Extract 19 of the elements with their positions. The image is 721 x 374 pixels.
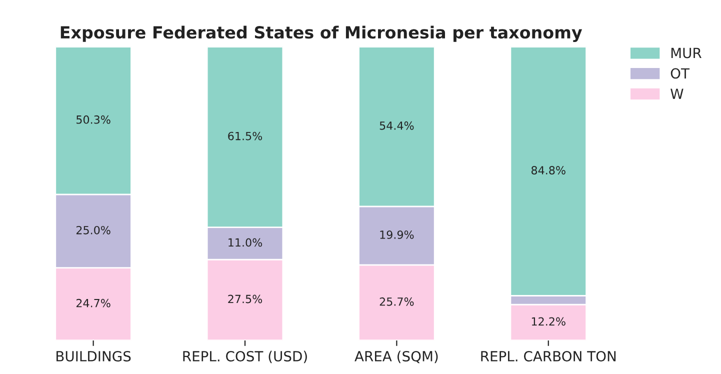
data-label: 11.0% [228, 238, 262, 247]
legend-label: OT [670, 68, 690, 79]
data-label: 25.0% [76, 226, 110, 234]
data-label: 25.7% [380, 297, 414, 306]
data-label: 50.3% [76, 115, 110, 124]
data-label: 24.7% [76, 298, 110, 308]
x-tick-label: AREA (SQM) [354, 350, 438, 364]
data-label: 54.4% [380, 121, 414, 130]
legend-label: W [670, 88, 684, 99]
x-tick-label: BUILDINGS [56, 351, 131, 362]
data-label: 61.5% [228, 132, 262, 140]
x-tick-label: REPL. COST (USD) [183, 350, 307, 364]
x-tick-label: REPL. CARBON TON [481, 351, 616, 362]
data-label: 27.5% [228, 294, 262, 304]
chart-title: Exposure Federated States of Micronesia per taxonomy [60, 26, 582, 42]
data-label: 12.2% [532, 317, 566, 326]
data-label: 84.8% [531, 166, 566, 174]
legend-label: MUR [671, 48, 702, 58]
data-label: 19.9% [380, 230, 414, 239]
